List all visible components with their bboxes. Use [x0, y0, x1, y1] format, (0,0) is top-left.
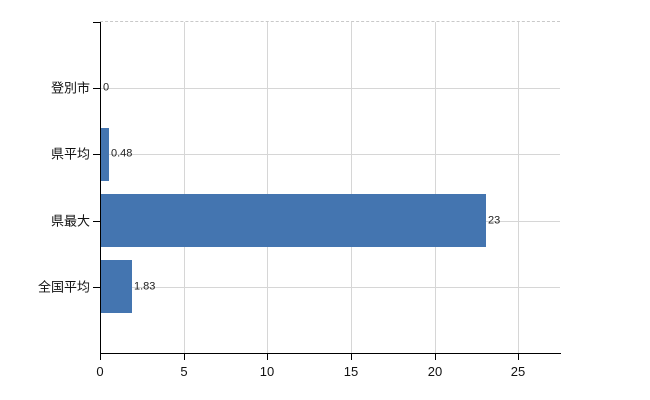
y-gridline: [100, 88, 560, 90]
x-axis-tick: [351, 354, 352, 360]
y-axis-tick: [93, 154, 100, 155]
x-axis-line: [100, 353, 561, 354]
x-gridline: [267, 22, 269, 353]
x-axis-tick: [100, 354, 101, 360]
y-axis-tick: [93, 287, 100, 288]
y-gridline: [100, 154, 560, 156]
category-label: 県平均: [50, 146, 90, 162]
x-axis-tick: [267, 354, 268, 360]
y-axis-tick: [93, 22, 100, 23]
x-axis-tick: [184, 354, 185, 360]
bar-2: [101, 194, 486, 247]
x-axis-tick: [518, 354, 519, 360]
value-label: 1.83: [134, 280, 156, 293]
x-axis-tick-label: 15: [343, 364, 359, 379]
y-axis-line: [100, 22, 101, 354]
value-label: 0.48: [111, 147, 133, 160]
x-axis-tick-label: 25: [510, 364, 526, 379]
category-label: 登別市: [50, 80, 90, 96]
value-label: 0: [103, 81, 110, 94]
x-axis-tick-label: 0: [96, 364, 104, 379]
y-axis-tick: [93, 88, 100, 89]
y-axis-tick: [93, 221, 100, 222]
value-label: 23: [488, 214, 501, 227]
x-axis-tick: [435, 354, 436, 360]
x-axis-tick-label: 20: [427, 364, 443, 379]
x-gridline: [518, 22, 520, 353]
bar-3: [101, 260, 132, 313]
x-axis-tick-label: 5: [180, 364, 188, 379]
plot-area-top-border: [100, 21, 560, 22]
bar-1: [101, 128, 109, 181]
x-gridline: [434, 22, 436, 353]
y-gridline: [100, 286, 560, 288]
category-label: 県最大: [50, 213, 90, 229]
x-gridline: [183, 22, 185, 353]
x-gridline: [350, 22, 352, 353]
category-label: 全国平均: [37, 279, 90, 295]
x-axis-tick-label: 10: [259, 364, 275, 379]
